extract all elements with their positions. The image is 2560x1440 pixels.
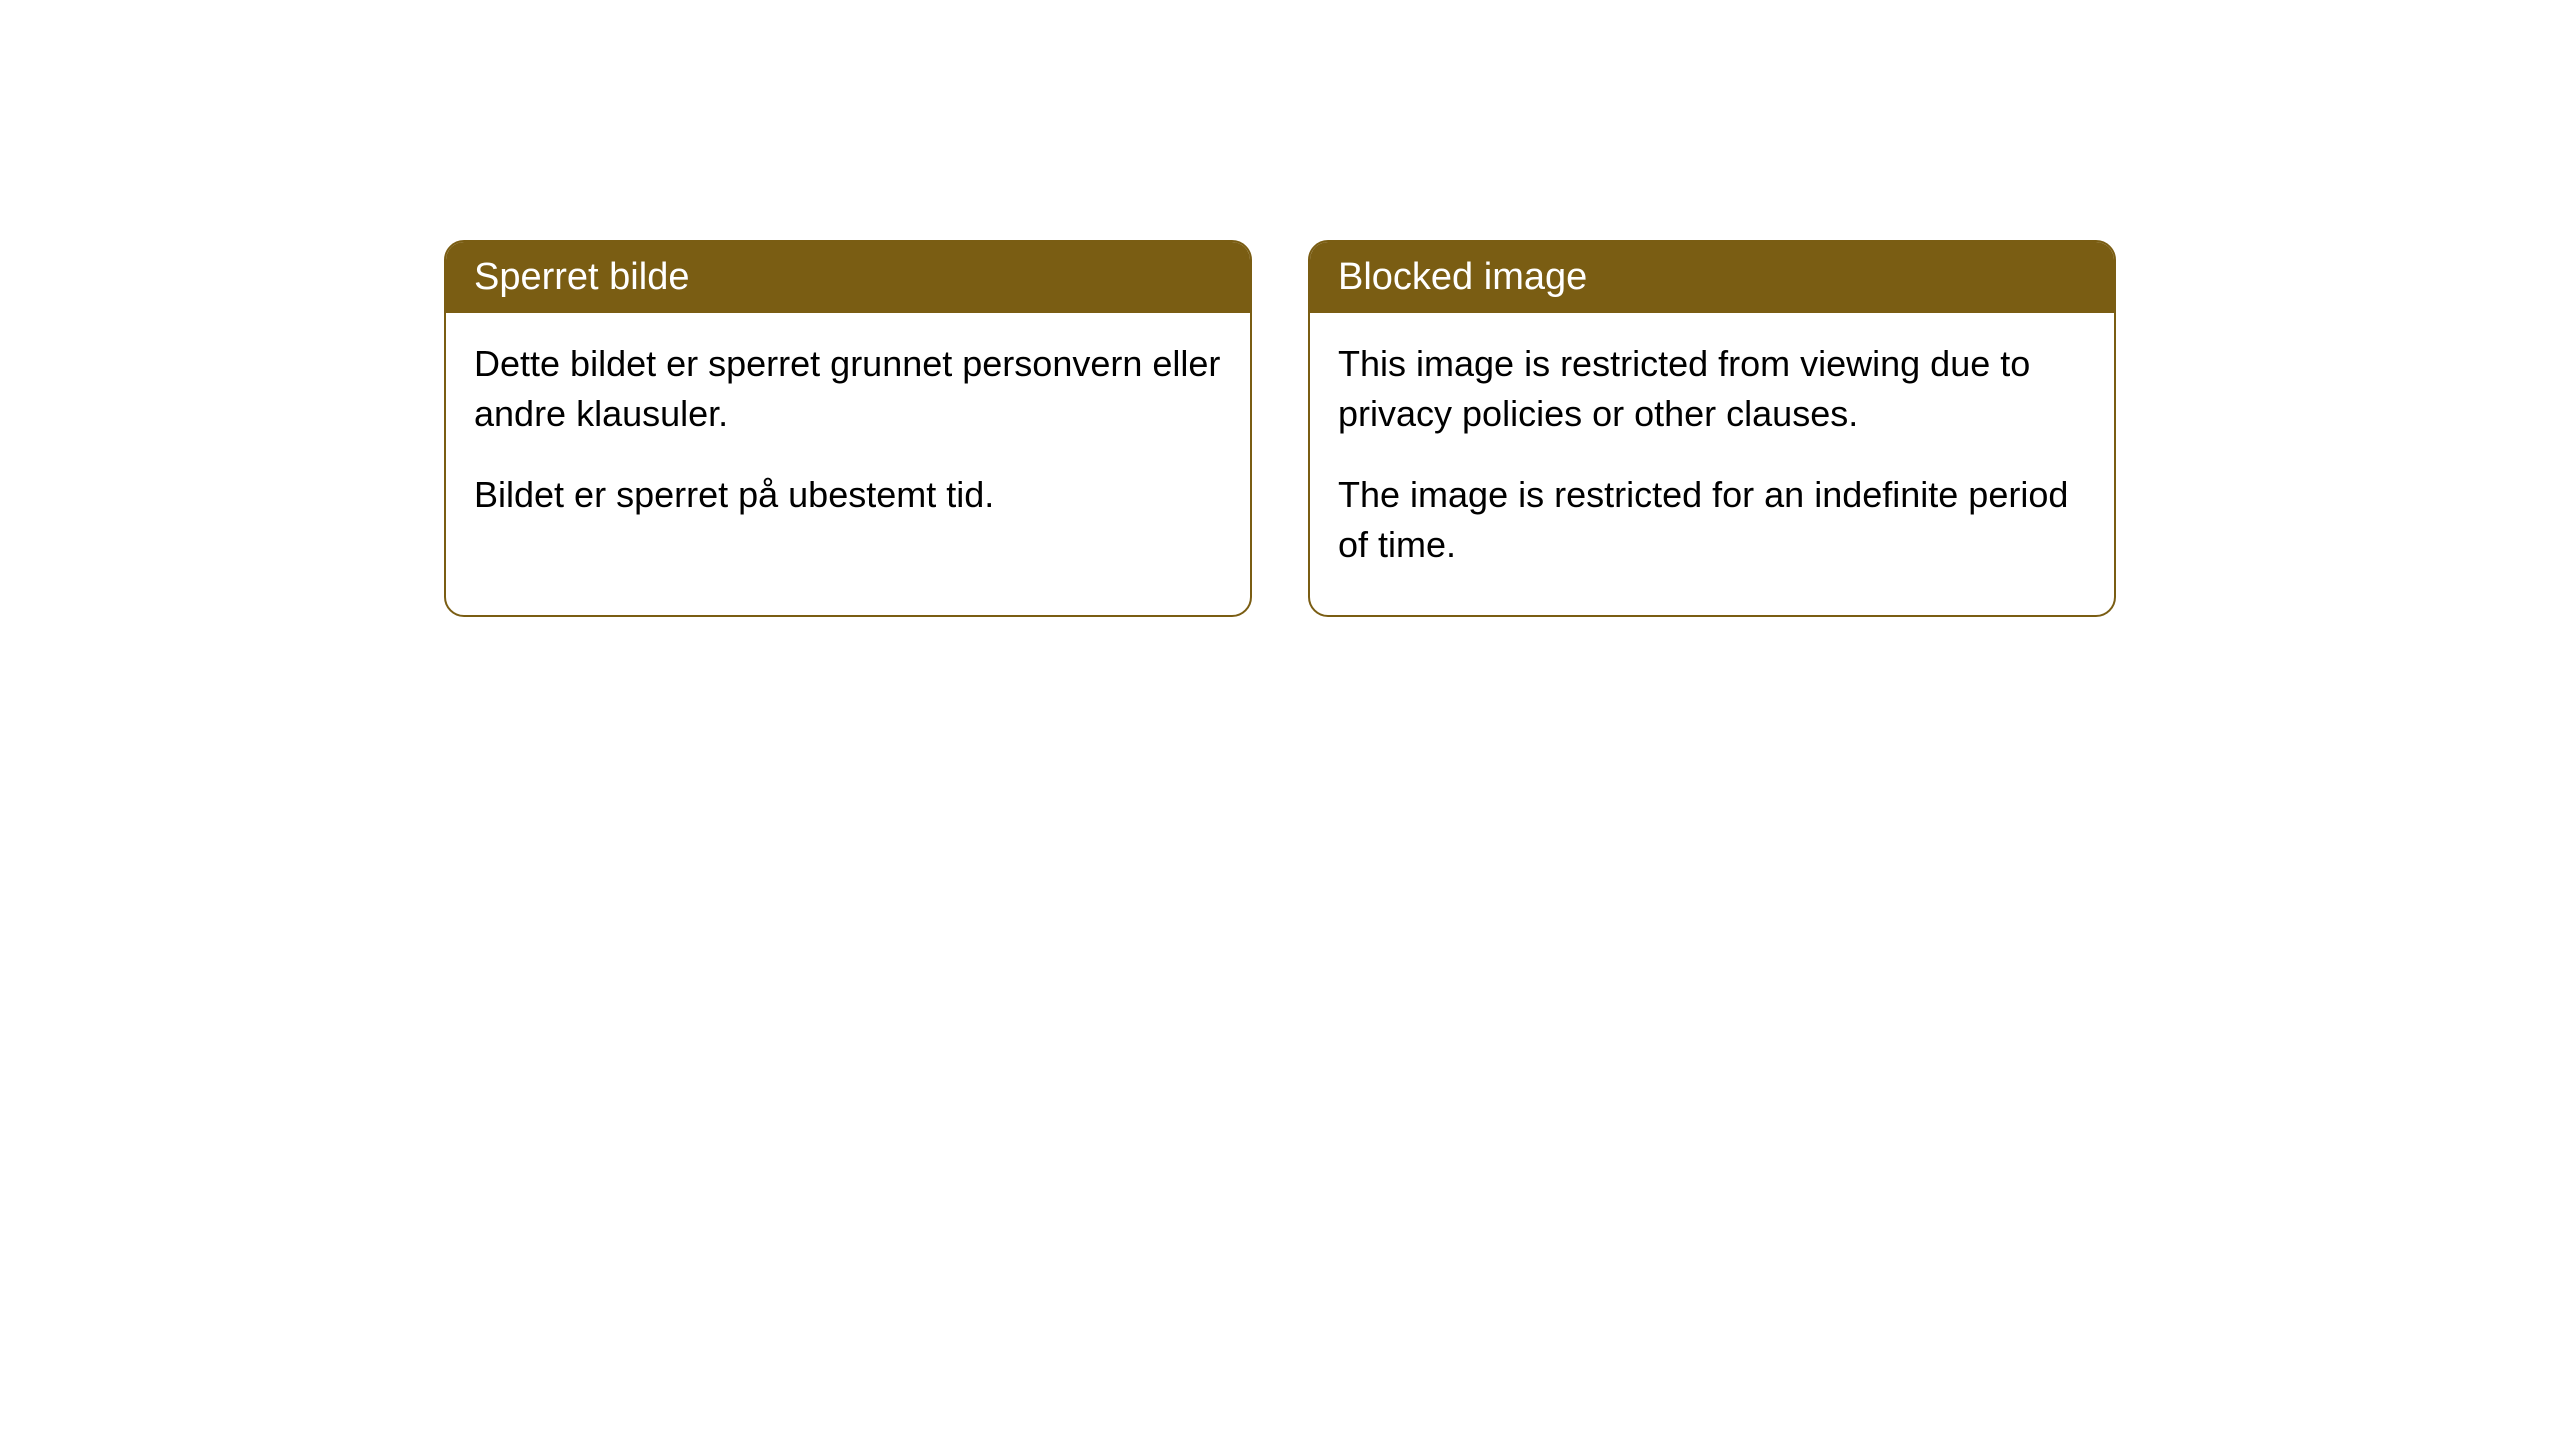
card-body-english: This image is restricted from viewing du… (1310, 313, 2114, 615)
card-paragraph-2: The image is restricted for an indefinit… (1338, 470, 2086, 571)
card-paragraph-2: Bildet er sperret på ubestemt tid. (474, 470, 1222, 520)
info-card-english: Blocked image This image is restricted f… (1308, 240, 2116, 617)
card-paragraph-1: This image is restricted from viewing du… (1338, 339, 2086, 440)
info-cards-container: Sperret bilde Dette bildet er sperret gr… (444, 240, 2116, 617)
card-header-english: Blocked image (1310, 242, 2114, 313)
card-title: Sperret bilde (474, 256, 689, 298)
card-header-norwegian: Sperret bilde (446, 242, 1250, 313)
info-card-norwegian: Sperret bilde Dette bildet er sperret gr… (444, 240, 1252, 617)
card-paragraph-1: Dette bildet er sperret grunnet personve… (474, 339, 1222, 440)
card-body-norwegian: Dette bildet er sperret grunnet personve… (446, 313, 1250, 564)
card-title: Blocked image (1338, 256, 1587, 298)
